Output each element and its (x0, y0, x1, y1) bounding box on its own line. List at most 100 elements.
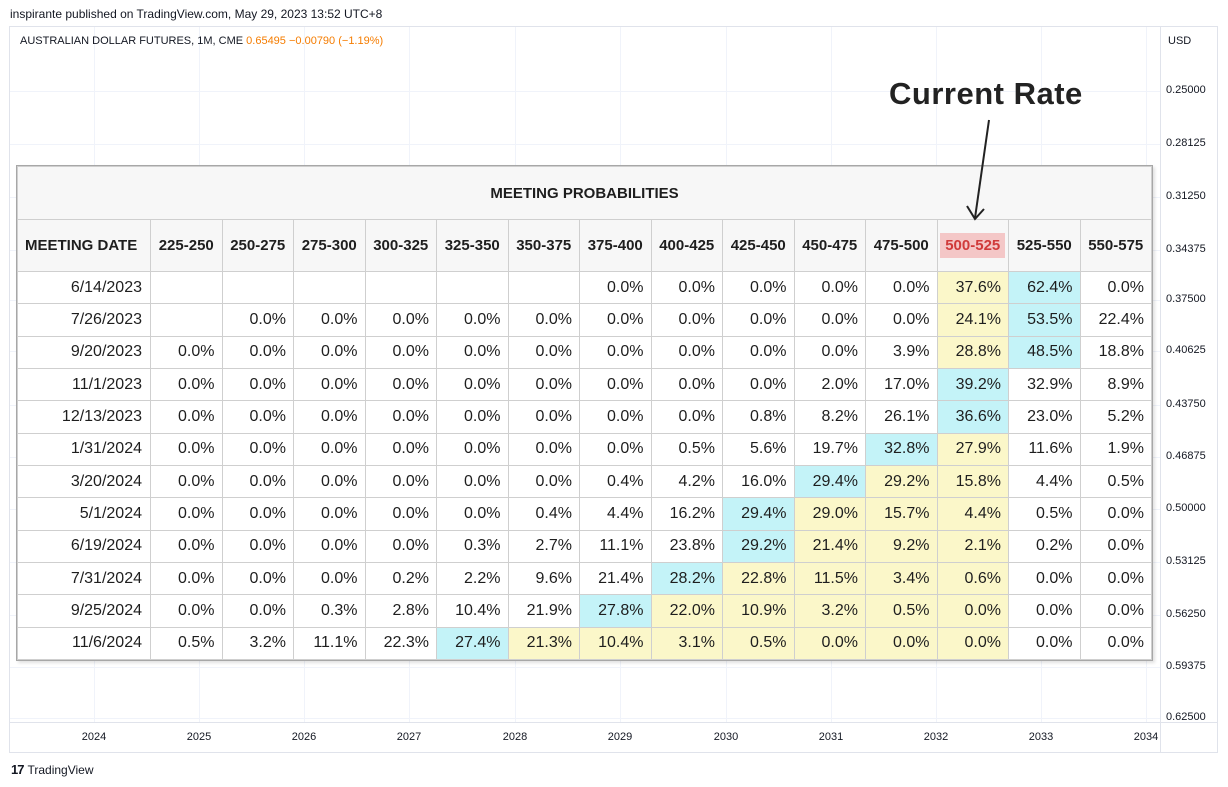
probability-cell: 0.0% (150, 594, 223, 628)
probability-cell: 19.7% (793, 432, 866, 466)
probability-cell (507, 270, 580, 305)
probability-cell: 0.3% (293, 594, 366, 628)
tradingview-logo[interactable]: 17 TradingView (11, 762, 94, 777)
meeting-date-cell: 6/19/2024 (17, 529, 151, 563)
probability-cell: 0.0% (150, 400, 223, 434)
range-header: 250-275 (221, 219, 294, 272)
meeting-date-cell: 11/6/2024 (17, 626, 151, 661)
probability-cell: 3.9% (865, 335, 938, 369)
probability-cell: 0.0% (436, 367, 509, 402)
probability-cell: 29.4% (793, 464, 866, 499)
price-tick-label: 0.25000 (1166, 84, 1206, 96)
table-row: 9/20/2023 0.0% 0.0% 0.0% 0.0% 0.0% 0.0% 0.0% 0.0… (17, 335, 1152, 369)
table-row: 6/14/2023 0.0% 0.0% 0.0% 0.0% 0.0% 37.6% 62.4% 0… (17, 270, 1152, 305)
probability-cell: 0.0% (364, 400, 437, 434)
range-header: 450-475 (793, 219, 866, 272)
probability-cell: 16.2% (650, 497, 723, 531)
meeting-date-cell: 7/26/2023 (17, 303, 151, 337)
time-tick-label: 2028 (502, 731, 528, 743)
probability-cell: 0.0% (150, 497, 223, 531)
time-tick-label: 2026 (291, 731, 317, 743)
price-scale-border (1160, 27, 1161, 752)
probability-cell: 0.0% (650, 270, 723, 305)
probability-cell: 21.4% (579, 561, 652, 596)
table-row: 7/31/2024 0.0% 0.0% 0.0% 0.2% 2.2% 9.6% 21.4% 28… (17, 561, 1152, 596)
probability-cell: 9.6% (507, 561, 580, 596)
currency-label[interactable]: USD (1168, 35, 1192, 47)
probability-cell: 0.0% (865, 626, 938, 661)
probability-cell: 0.0% (221, 367, 294, 402)
probability-cell: 0.0% (150, 464, 223, 499)
price-tick-label: 0.40625 (1166, 344, 1206, 356)
probability-cell: 3.1% (650, 626, 723, 661)
probability-cell: 18.8% (1079, 335, 1152, 369)
time-tick-label: 2034 (1133, 731, 1159, 743)
probability-cell: 0.0% (579, 400, 652, 434)
price-tick-label: 0.46875 (1166, 450, 1206, 462)
probability-cell: 0.0% (364, 335, 437, 369)
probability-cell: 27.4% (436, 626, 509, 661)
probability-cell: 0.0% (364, 303, 437, 337)
table-title: MEETING PROBABILITIES (17, 166, 1152, 220)
probability-cell (150, 303, 223, 337)
meeting-date-cell: 9/25/2024 (17, 594, 151, 628)
probability-cell: 10.4% (436, 594, 509, 628)
probability-cell: 0.0% (1008, 561, 1081, 596)
probability-cell: 22.8% (722, 561, 795, 596)
probability-cell (293, 270, 366, 305)
price-tick-label: 0.59375 (1166, 660, 1206, 672)
symbol-name: AUSTRALIAN DOLLAR FUTURES, 1M, CME (20, 35, 244, 47)
probability-cell: 28.8% (936, 335, 1009, 369)
probability-cell: 0.0% (793, 270, 866, 305)
meeting-date-cell: 6/14/2023 (17, 270, 151, 305)
meeting-date-cell: 3/20/2024 (17, 464, 151, 499)
price-tick-label: 0.34375 (1166, 243, 1206, 255)
probability-cell: 0.0% (150, 367, 223, 402)
price-tick-label: 0.43750 (1166, 398, 1206, 410)
tradingview-brand: TradingView (27, 762, 94, 777)
probability-cell: 0.5% (650, 432, 723, 466)
probability-cell: 24.1% (936, 303, 1009, 337)
probability-cell: 48.5% (1008, 335, 1081, 369)
range-header: 375-400 (579, 219, 652, 272)
probability-cell: 0.0% (507, 432, 580, 466)
range-header: 425-450 (722, 219, 795, 272)
probability-cell: 36.6% (936, 400, 1009, 434)
probability-cell: 0.0% (436, 303, 509, 337)
probability-cell: 2.7% (507, 529, 580, 563)
probability-cell: 0.0% (436, 400, 509, 434)
probability-cell: 15.8% (936, 464, 1009, 499)
table-row: 3/20/2024 0.0% 0.0% 0.0% 0.0% 0.0% 0.0% 0.4% 4.2… (17, 464, 1152, 499)
probability-cell: 0.0% (150, 529, 223, 563)
range-header: 400-425 (650, 219, 723, 272)
time-tick-label: 2027 (396, 731, 422, 743)
probability-cell: 0.5% (722, 626, 795, 661)
probability-cell: 0.0% (793, 626, 866, 661)
grid-line-horizontal (10, 91, 1160, 92)
table-row: 11/1/2023 0.0% 0.0% 0.0% 0.0% 0.0% 0.0% 0.0% 0.0… (17, 367, 1152, 402)
probability-cell: 17.0% (865, 367, 938, 402)
symbol-legend[interactable]: AUSTRALIAN DOLLAR FUTURES, 1M, CME 0.654… (20, 35, 383, 47)
probability-cell: 0.5% (1079, 464, 1152, 499)
price-tick-label: 0.56250 (1166, 608, 1206, 620)
meeting-date-cell: 1/31/2024 (17, 432, 151, 466)
tradingview-logo-icon: 17 (11, 762, 25, 777)
probability-cell: 21.9% (507, 594, 580, 628)
range-header-current: 500-525 (936, 219, 1009, 272)
probability-cell: 0.0% (579, 270, 652, 305)
probability-cell: 0.0% (293, 400, 366, 434)
range-header: 475-500 (865, 219, 938, 272)
probability-cell: 32.9% (1008, 367, 1081, 402)
grid-line-horizontal (10, 144, 1160, 145)
probability-cell: 0.0% (865, 303, 938, 337)
probability-cell: 5.2% (1079, 400, 1152, 434)
time-tick-label: 2024 (81, 731, 107, 743)
current-rate-arrow-icon (966, 119, 990, 221)
meeting-date-cell: 7/31/2024 (17, 561, 151, 596)
probability-cell: 0.0% (221, 561, 294, 596)
meeting-date-cell: 9/20/2023 (17, 335, 151, 369)
probability-cell: 0.0% (722, 270, 795, 305)
probability-cell: 0.0% (221, 432, 294, 466)
probability-cell: 0.0% (150, 432, 223, 466)
probability-cell: 11.1% (293, 626, 366, 661)
